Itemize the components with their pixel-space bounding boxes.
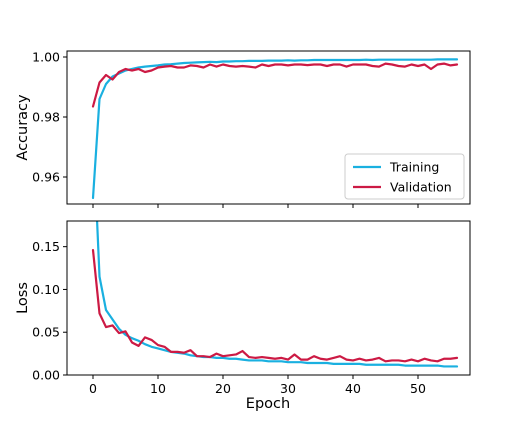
accuracy-ticks-layer: 0.96 0.98 1.00: [32, 50, 419, 208]
legend-label-validation: Validation: [390, 180, 452, 195]
loss-y-tick-label: 0.00: [32, 368, 60, 383]
accuracy-panel: 0.96 0.98 1.00 Accuracy Training Validatio…: [15, 50, 471, 208]
loss-x-tick-label: 30: [280, 381, 296, 396]
accuracy-legend: Training Validation: [344, 153, 465, 200]
accuracy-y-tick-label: 0.98: [32, 110, 60, 125]
loss-y-tick-label: 0.10: [32, 282, 60, 297]
loss-y-tick-label: 0.15: [32, 239, 60, 254]
loss-panel: 0.00 0.05 0.10 0.15 0 10 20 30 40 50 Loss Epoch: [15, 220, 471, 412]
loss-x-tick-label: 10: [150, 381, 166, 396]
accuracy-y-tick-label: 0.96: [32, 170, 60, 185]
loss-x-tick-label: 0: [89, 381, 97, 396]
loss-x-tick-label: 40: [345, 381, 361, 396]
loss-y-axis-label: Loss: [15, 282, 31, 314]
x-axis-label: Epoch: [246, 396, 290, 412]
loss-line-training: [95, 221, 459, 368]
accuracy-line-training: [91, 58, 459, 200]
accuracy-y-axis-label: Accuracy: [15, 94, 31, 161]
accuracy-series-layer: [91, 58, 459, 200]
accuracy-line-validation: [91, 62, 459, 108]
loss-x-tick-label: 20: [215, 381, 231, 396]
loss-line-validation: [91, 248, 459, 363]
loss-y-tick-label: 0.05: [32, 325, 60, 340]
loss-x-tick-label: 50: [410, 381, 426, 396]
accuracy-axes-frame: [66, 50, 471, 205]
loss-axes-frame: [66, 220, 471, 376]
loss-series-layer: [91, 221, 459, 368]
legend-label-training: Training: [389, 160, 439, 175]
loss-ticks-layer: 0.00 0.05 0.10 0.15 0 10 20 30 40 50: [32, 239, 426, 396]
accuracy-y-tick-label: 1.00: [32, 50, 60, 65]
